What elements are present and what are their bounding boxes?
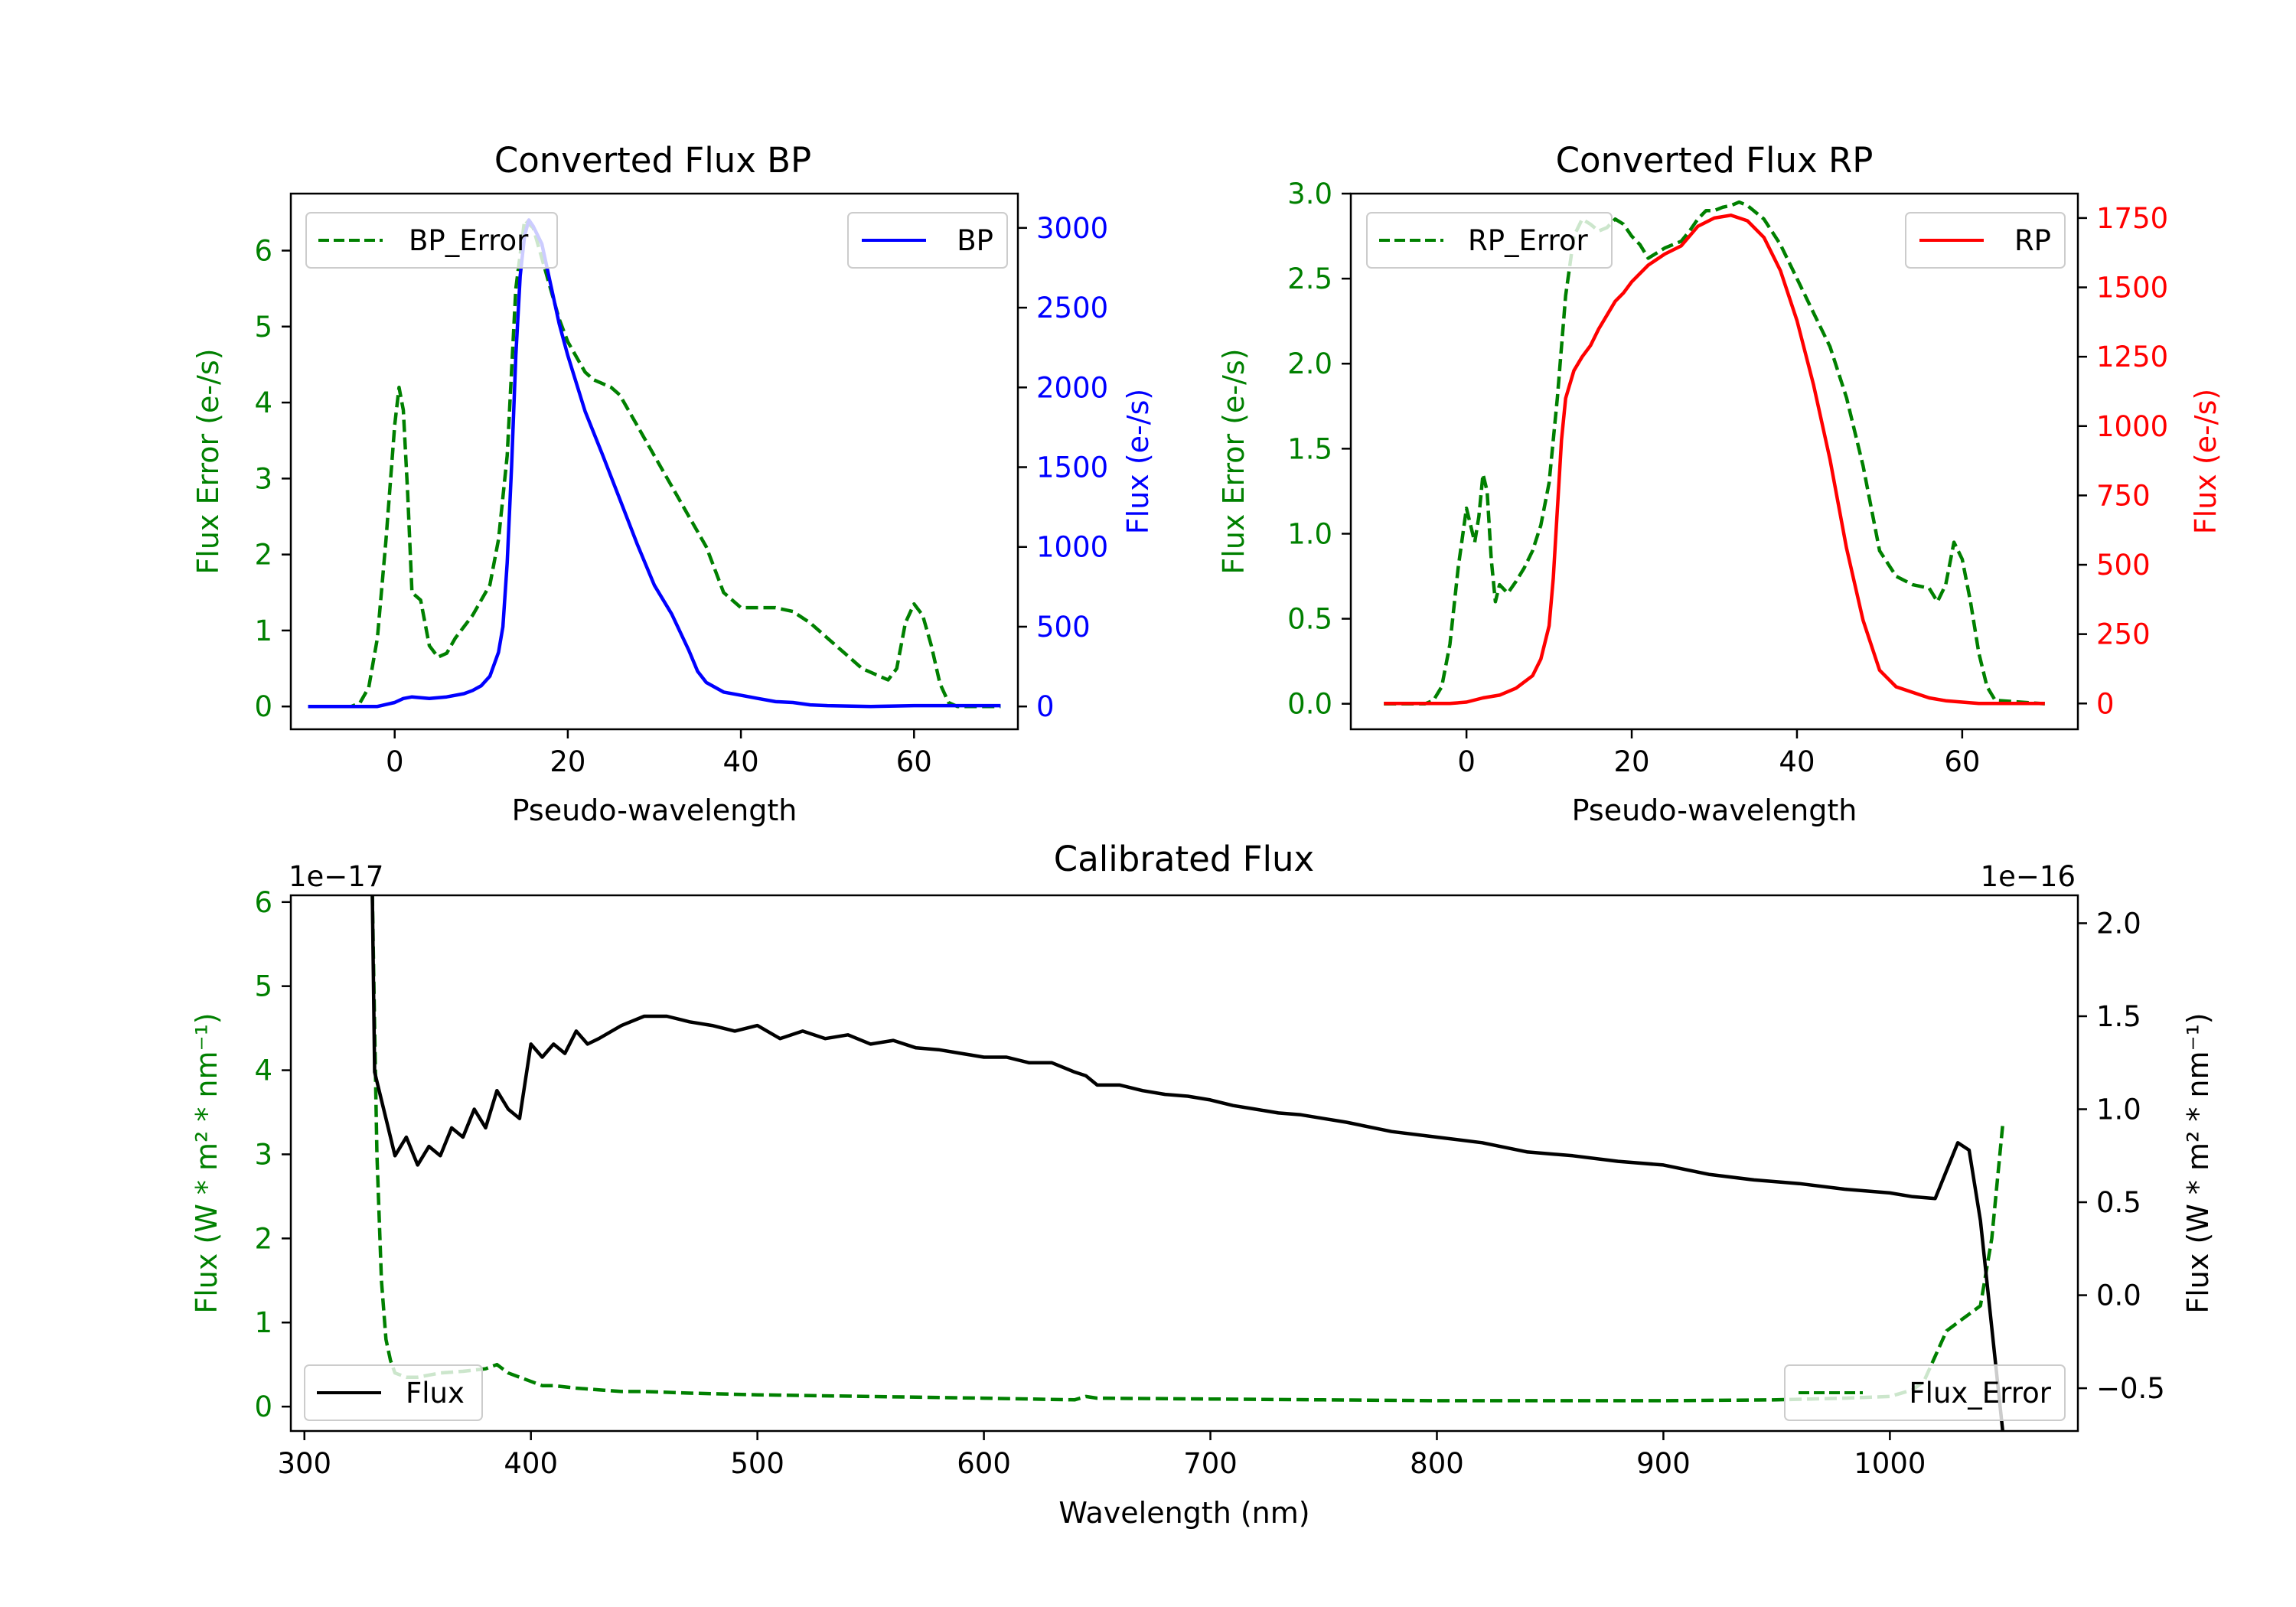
y-left-tick-label: 1.5 — [1287, 432, 1332, 465]
x-tick-label: 20 — [1613, 745, 1649, 778]
y-left-tick-label: 0 — [254, 690, 272, 723]
x-tick-label: 40 — [1779, 745, 1815, 778]
y-left-axis-label: Flux Error (e-/s) — [191, 348, 225, 574]
legend-rp: RP — [1906, 213, 2065, 268]
panel-title: Converted Flux BP — [494, 140, 811, 181]
x-tick-label: 600 — [957, 1447, 1011, 1480]
y-left-tick-label: 2 — [254, 1222, 272, 1255]
y-left-tick-label: 2.0 — [1287, 347, 1332, 380]
x-tick-label: 0 — [386, 745, 404, 778]
y-left-offset-label: 1e−17 — [289, 860, 383, 893]
y-right-tick-label: 1000 — [2096, 410, 2168, 443]
y-right-axis-label: Flux (e-/s) — [2189, 389, 2223, 534]
x-tick-label: 700 — [1183, 1447, 1238, 1480]
y-right-tick-label: −0.5 — [2096, 1372, 2165, 1405]
y-left-tick-label: 0.5 — [1287, 603, 1332, 636]
y-right-offset-label: 1e−16 — [1981, 860, 2076, 893]
y-right-axis-label: Flux (e-/s) — [1121, 389, 1155, 534]
y-right-tick-label: 2500 — [1036, 292, 1108, 324]
y-right-tick-label: 1000 — [1036, 531, 1108, 564]
y-right-tick-label: 500 — [1036, 611, 1091, 644]
legend-bp: BP — [848, 213, 1007, 268]
x-tick-label: 0 — [1457, 745, 1476, 778]
figure: Converted Flux BP 0 20 40 60 0123456 050010… — [0, 0, 2296, 1607]
legend-flux: Flux — [305, 1365, 482, 1420]
x-tick-label: 800 — [1410, 1447, 1464, 1480]
y-left-tick-label: 1.0 — [1287, 517, 1332, 550]
x-tick-label: 1000 — [1854, 1447, 1926, 1480]
y-left-tick-label: 2 — [254, 539, 272, 572]
legend-label: RP_Error — [1468, 224, 1588, 257]
y-right-axis-label: Flux (W * m² * nm⁻¹) — [2181, 1012, 2215, 1313]
y-left-tick-label: 6 — [254, 886, 272, 919]
y-right-tick-label: 250 — [2096, 618, 2151, 651]
y-left-tick-label: 4 — [254, 1054, 272, 1087]
legend-label: Flux — [406, 1377, 465, 1410]
y-left-tick-label: 2.5 — [1287, 262, 1332, 295]
y-right-tick-label: 1250 — [2096, 341, 2168, 373]
x-tick-label: 60 — [1944, 745, 1980, 778]
y-right-tick-label: 0.0 — [2096, 1279, 2141, 1312]
y-right-tick-label: 1500 — [2096, 272, 2168, 305]
x-axis-label: Pseudo-wavelength — [1572, 794, 1857, 827]
legend-flux-error: Flux_Error — [1785, 1365, 2065, 1420]
x-tick-label: 500 — [730, 1447, 784, 1480]
y-left-tick-label: 3 — [254, 462, 272, 495]
y-left-tick-label: 3 — [254, 1138, 272, 1171]
y-right-tick-label: 0 — [1036, 690, 1055, 723]
y-right-tick-label: 1750 — [2096, 202, 2168, 235]
y-right-tick-label: 500 — [2096, 549, 2151, 582]
y-right-tick-label: 0.5 — [2096, 1186, 2141, 1219]
y-right-tick-label: 2.0 — [2096, 907, 2141, 940]
x-axis-label: Pseudo-wavelength — [512, 794, 797, 827]
panel-title: Converted Flux RP — [1556, 140, 1874, 181]
y-left-tick-label: 5 — [254, 970, 272, 1003]
y-right-tick-label: 2000 — [1036, 371, 1108, 404]
y-left-tick-label: 1 — [254, 1306, 272, 1339]
y-left-tick-label: 6 — [254, 234, 272, 267]
legend-label: Flux_Error — [1909, 1377, 2051, 1410]
x-tick-label: 20 — [550, 745, 585, 778]
x-axis-label: Wavelength (nm) — [1058, 1496, 1309, 1530]
y-right-tick-label: 1.5 — [2096, 1000, 2141, 1033]
y-left-tick-label: 4 — [254, 386, 272, 419]
panel-title: Calibrated Flux — [1054, 839, 1314, 879]
y-right-tick-label: 1.0 — [2096, 1094, 2141, 1126]
y-left-axis-label: Flux Error (e-/s) — [1217, 348, 1251, 574]
y-right-tick-label: 0 — [2096, 687, 2115, 720]
y-right-tick-label: 750 — [2096, 479, 2151, 512]
y-left-tick-label: 3.0 — [1287, 178, 1332, 210]
y-left-tick-label: 0 — [254, 1390, 272, 1423]
y-left-tick-label: 5 — [254, 311, 272, 344]
legend-bp-error: BP_Error — [306, 213, 557, 268]
x-tick-label: 40 — [723, 745, 759, 778]
x-tick-label: 900 — [1636, 1447, 1691, 1480]
legend-label: RP — [2014, 224, 2051, 257]
legend-label: BP — [957, 224, 993, 257]
x-tick-label: 300 — [277, 1447, 331, 1480]
y-left-tick-label: 1 — [254, 614, 272, 647]
legend-label: BP_Error — [409, 224, 529, 257]
y-left-tick-label: 0.0 — [1287, 688, 1332, 721]
x-tick-label: 60 — [896, 745, 932, 778]
y-right-tick-label: 3000 — [1036, 212, 1108, 245]
y-right-tick-label: 1500 — [1036, 451, 1108, 484]
y-left-axis-label: Flux (W * m² * nm⁻¹) — [190, 1012, 223, 1313]
legend-rp-error: RP_Error — [1367, 213, 1612, 268]
x-tick-label: 400 — [504, 1447, 558, 1480]
